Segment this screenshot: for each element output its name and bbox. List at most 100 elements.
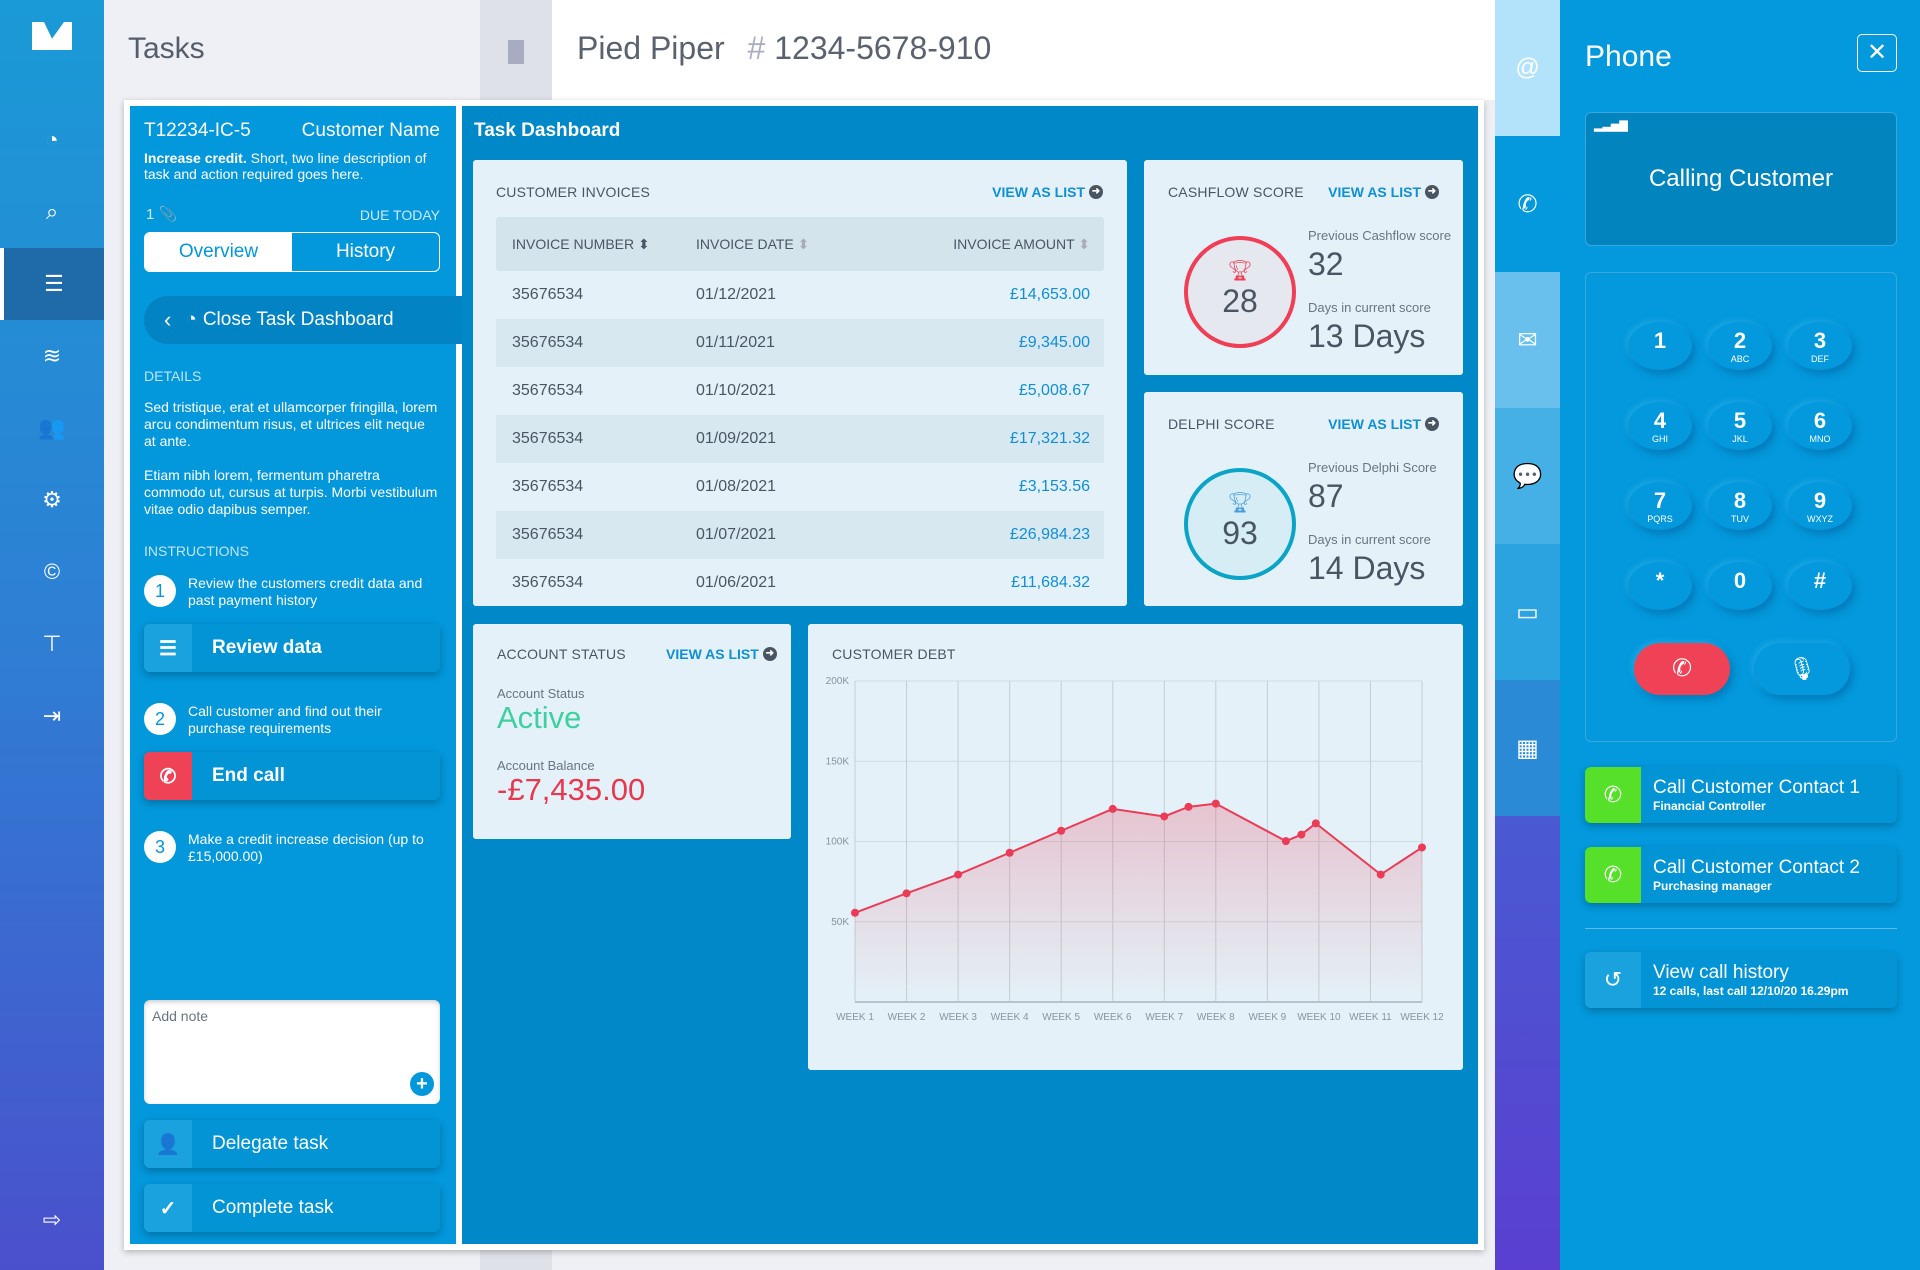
arrow-right-icon: ➜ bbox=[1089, 185, 1103, 199]
data-point bbox=[1376, 870, 1385, 879]
invoice-date: 01/10/2021 bbox=[696, 382, 777, 399]
invoice-amount: £9,345.00 bbox=[1018, 334, 1090, 351]
invoice-number: 35676534 bbox=[512, 478, 584, 495]
dashboard-icon[interactable]: ◔ bbox=[45, 127, 59, 152]
hash-symbol: # bbox=[747, 30, 766, 66]
customer-debt-card: CUSTOMER DEBT 50K 100K 150K 200K WEEK 1 WEEK … bbox=[808, 624, 1463, 1070]
dashboard-settings-icon[interactable]: ⚙ bbox=[42, 487, 62, 512]
customer-invoices-card: CUSTOMER INVOICES VIEW AS LIST ➜ INVOICE … bbox=[473, 160, 1127, 606]
cashflow-score-card: CASHFLOW SCORE VIEW AS LIST ➜ 🏆︎ 28 Previ… bbox=[1144, 160, 1463, 375]
invoice-date: 01/12/2021 bbox=[696, 286, 777, 303]
table-row[interactable]: 35676534 01/07/2021 £26,984.23 bbox=[496, 511, 1104, 559]
chart-title: CUSTOMER DEBT bbox=[832, 646, 956, 662]
invoice-number: 35676534 bbox=[512, 334, 584, 351]
view-as-list-link[interactable]: VIEW AS LIST ➜ bbox=[666, 646, 777, 662]
complete-task-button[interactable]: ✓ Complete task bbox=[144, 1184, 440, 1232]
sms-icon[interactable]: 💬 bbox=[1495, 408, 1560, 544]
copyright-icon[interactable]: © bbox=[43, 559, 61, 584]
invoice-amount: £3,153.56 bbox=[1018, 478, 1090, 495]
table-row[interactable]: 35676534 01/11/2021 £9,345.00 bbox=[496, 319, 1104, 367]
logout-icon[interactable]: ⇨ bbox=[42, 1207, 62, 1232]
channel-strip: @ ✆ ✉ 💬 ▭ ▦ bbox=[1495, 0, 1560, 1270]
arrow-right-icon: ➜ bbox=[762, 647, 777, 661]
trophy-icon: 🏆︎ bbox=[1227, 260, 1253, 282]
delegate-task-button[interactable]: 👤 Delegate task bbox=[144, 1120, 440, 1168]
key-9[interactable]: 9 WXYZ bbox=[1788, 482, 1852, 530]
users-icon[interactable]: 👥 bbox=[38, 415, 66, 440]
key-5[interactable]: 5 JKL bbox=[1708, 402, 1772, 450]
view-as-list-link[interactable]: VIEW AS LIST ➜ bbox=[1328, 184, 1439, 200]
call-contact-2-button[interactable]: ✆ Call Customer Contact 2 Purchasing manag… bbox=[1585, 847, 1897, 903]
table-row[interactable]: 35676534 01/09/2021 £17,321.32 bbox=[496, 415, 1104, 463]
key-8[interactable]: 8 TUV bbox=[1708, 482, 1772, 530]
key-7[interactable]: 7 PQRS bbox=[1628, 482, 1692, 530]
list-icon[interactable]: ☰ bbox=[0, 248, 104, 320]
phone-icon[interactable]: ✆ bbox=[1495, 136, 1560, 272]
import-icon[interactable]: ⇥ bbox=[42, 703, 62, 728]
invoice-date: 01/08/2021 bbox=[696, 478, 777, 495]
table-row[interactable]: 35676534 01/10/2021 £5,008.67 bbox=[496, 367, 1104, 415]
add-note-input[interactable]: Add note + bbox=[144, 1000, 440, 1104]
key-*[interactable]: * bbox=[1628, 562, 1692, 610]
invoice-amount: £11,684.32 bbox=[1011, 574, 1090, 591]
debt-area bbox=[855, 803, 1422, 1002]
col-invoice-amount[interactable]: INVOICE AMOUNT ⬍ bbox=[953, 236, 1090, 252]
review-data-button[interactable]: ☰ Review data bbox=[144, 624, 440, 672]
phone-icon: ✆ bbox=[1585, 767, 1641, 823]
key-0[interactable]: 0 bbox=[1708, 562, 1772, 610]
close-task-dashboard-button[interactable]: ‹ ◔ Close Task Dashboard bbox=[144, 296, 464, 344]
database-icon: ☰ bbox=[144, 624, 192, 672]
view-as-list-link[interactable]: VIEW AS LIST ➜ bbox=[1328, 416, 1439, 432]
invoice-number: 35676534 bbox=[512, 286, 584, 303]
note-placeholder: Add note bbox=[152, 1008, 209, 1024]
calendar-icon[interactable]: ▦ bbox=[1495, 680, 1560, 816]
call-contact-1-button[interactable]: ✆ Call Customer Contact 1 Financial Contro… bbox=[1585, 767, 1897, 823]
close-button[interactable]: ✕ bbox=[1857, 34, 1897, 72]
key-6[interactable]: 6 MNO bbox=[1788, 402, 1852, 450]
x-tick-label: WEEK 9 bbox=[1248, 1012, 1286, 1023]
data-point bbox=[1297, 830, 1306, 839]
page-title: Pied Piper # 1234-5678-910 bbox=[577, 30, 991, 67]
task-description: Increase credit. Short, two line descrip… bbox=[144, 150, 427, 182]
data-point bbox=[1160, 812, 1169, 821]
microphone-icon: 🎙︎ bbox=[1788, 656, 1816, 681]
layers-icon[interactable]: ≋ bbox=[42, 343, 62, 368]
mute-button[interactable]: 🎙︎ bbox=[1754, 643, 1850, 695]
tab-overview[interactable]: Overview bbox=[145, 233, 292, 271]
col-invoice-number[interactable]: INVOICE NUMBER ⬍ bbox=[512, 236, 650, 252]
note-icon[interactable]: ▭ bbox=[1495, 544, 1560, 680]
account-balance: -£7,435.00 bbox=[497, 772, 646, 807]
add-note-plus-icon[interactable]: + bbox=[410, 1072, 434, 1096]
col-invoice-date[interactable]: INVOICE DATE ⬍ bbox=[696, 236, 810, 252]
view-call-history-button[interactable]: ↺ View call history 12 calls, last call 12… bbox=[1585, 952, 1897, 1008]
due-label: DUE TODAY bbox=[359, 207, 440, 223]
key-#[interactable]: # bbox=[1788, 562, 1852, 610]
search-icon[interactable]: ⌕ bbox=[45, 199, 59, 224]
card-title: DELPHI SCORE bbox=[1168, 416, 1275, 432]
attachments[interactable]: 1 📎 bbox=[146, 206, 178, 223]
table-row[interactable]: 35676534 01/06/2021 £11,684.32 bbox=[496, 559, 1104, 607]
prev-score: 32 bbox=[1308, 246, 1344, 282]
at-icon[interactable]: @ bbox=[1495, 0, 1560, 136]
end-call-button[interactable]: ✆ End call bbox=[144, 752, 440, 800]
days-label: Days in current score bbox=[1308, 532, 1431, 547]
key-1[interactable]: 1 bbox=[1628, 322, 1692, 370]
invoice-number: 35676534 bbox=[512, 574, 584, 591]
view-as-list-link[interactable]: VIEW AS LIST ➜ bbox=[992, 184, 1103, 200]
balance-label: Account Balance bbox=[497, 758, 595, 773]
mail-icon[interactable]: ✉ bbox=[1495, 272, 1560, 408]
table-row[interactable]: 35676534 01/08/2021 £3,153.56 bbox=[496, 463, 1104, 511]
invoice-date: 01/09/2021 bbox=[696, 430, 777, 447]
x-tick-label: WEEK 4 bbox=[991, 1012, 1029, 1023]
key-3[interactable]: 3 DEF bbox=[1788, 322, 1852, 370]
key-4[interactable]: 4 GHI bbox=[1628, 402, 1692, 450]
days-value: 14 Days bbox=[1308, 550, 1426, 586]
tab-history[interactable]: History bbox=[335, 241, 396, 262]
checkmark-icon: ✓ bbox=[144, 1184, 192, 1232]
table-row[interactable]: 35676534 01/12/2021 £14,653.00 bbox=[496, 271, 1104, 319]
key-2[interactable]: 2 ABC bbox=[1708, 322, 1772, 370]
hangup-button[interactable]: ✆ bbox=[1634, 643, 1730, 695]
card-title: ACCOUNT STATUS bbox=[497, 646, 626, 662]
org-chart-icon[interactable]: ⊤ bbox=[42, 631, 62, 656]
tasks-header: Tasks bbox=[104, 0, 480, 100]
